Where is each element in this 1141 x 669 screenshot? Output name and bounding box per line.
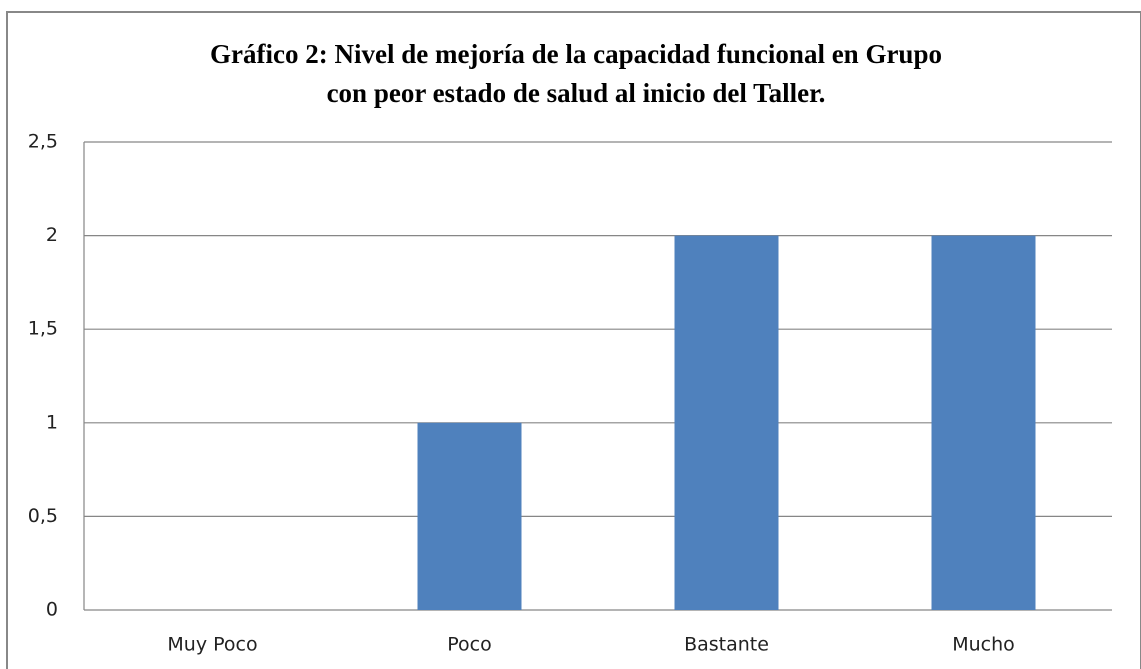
y-tick-label: 0,5 [28, 505, 58, 527]
y-tick-label: 1,5 [28, 318, 58, 340]
x-tick-label: Muy Poco [167, 634, 257, 656]
bar [931, 235, 1036, 610]
y-tick-label: 2,5 [28, 131, 58, 153]
y-tick-label: 2 [46, 224, 58, 246]
bar [417, 422, 522, 610]
y-tick-label: 1 [46, 411, 58, 433]
y-tick-label: 0 [46, 599, 58, 621]
chart-title: Gráfico 2: Nivel de mejoría de la capaci… [210, 39, 942, 69]
x-tick-label: Bastante [684, 634, 769, 656]
x-tick-label: Mucho [952, 634, 1015, 656]
x-tick-label: Poco [447, 634, 491, 656]
chart-title: con peor estado de salud al inicio del T… [327, 78, 826, 108]
bar [674, 235, 779, 610]
